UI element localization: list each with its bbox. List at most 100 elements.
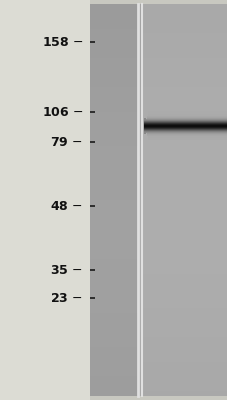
Bar: [142, 77, 227, 82]
Bar: [142, 322, 227, 327]
Bar: [143, 127, 226, 128]
Bar: [90, 307, 137, 313]
Bar: [90, 13, 227, 19]
Text: 35 $-$: 35 $-$: [50, 264, 83, 276]
Bar: [90, 156, 227, 161]
Bar: [90, 283, 227, 288]
Bar: [143, 127, 226, 128]
Bar: [142, 219, 227, 224]
Bar: [90, 376, 227, 381]
Bar: [90, 62, 227, 68]
Bar: [145, 119, 226, 120]
Bar: [90, 4, 137, 9]
Bar: [90, 234, 137, 239]
Bar: [155, 121, 156, 131]
Bar: [90, 195, 227, 200]
Bar: [90, 278, 227, 283]
Bar: [142, 224, 227, 230]
Bar: [143, 125, 226, 126]
Bar: [90, 229, 227, 234]
Bar: [90, 386, 137, 391]
Bar: [142, 52, 227, 58]
Bar: [90, 150, 227, 156]
Bar: [143, 126, 226, 127]
Bar: [90, 376, 137, 381]
Bar: [142, 106, 227, 112]
Bar: [90, 116, 227, 122]
Bar: [90, 141, 227, 146]
Bar: [145, 118, 146, 134]
Bar: [90, 352, 137, 357]
Bar: [90, 92, 227, 97]
Bar: [142, 352, 227, 357]
Bar: [90, 170, 227, 176]
Bar: [147, 137, 226, 138]
Bar: [90, 97, 137, 102]
Bar: [90, 18, 227, 24]
Bar: [90, 160, 137, 166]
Bar: [90, 391, 137, 396]
Bar: [90, 150, 137, 156]
Bar: [142, 180, 227, 185]
Bar: [90, 4, 227, 9]
Bar: [90, 361, 137, 366]
Bar: [143, 130, 226, 131]
Bar: [90, 263, 227, 269]
Bar: [143, 124, 226, 125]
Bar: [90, 190, 227, 195]
Bar: [90, 342, 227, 347]
Bar: [142, 234, 227, 239]
Bar: [142, 229, 227, 234]
Bar: [90, 165, 137, 170]
Bar: [142, 141, 227, 146]
Bar: [152, 120, 153, 132]
Bar: [164, 123, 165, 129]
Bar: [142, 214, 227, 220]
Bar: [142, 43, 227, 48]
Text: 106 $-$: 106 $-$: [42, 106, 83, 118]
Bar: [90, 346, 227, 352]
Bar: [90, 200, 137, 205]
Bar: [142, 366, 227, 372]
Bar: [167, 124, 168, 128]
Bar: [90, 283, 137, 288]
Bar: [90, 268, 227, 274]
Bar: [142, 28, 227, 34]
Bar: [90, 72, 137, 78]
Bar: [90, 121, 137, 126]
Bar: [142, 312, 227, 318]
Bar: [146, 119, 148, 133]
Bar: [142, 23, 227, 28]
Bar: [142, 13, 227, 19]
Bar: [143, 124, 226, 125]
Bar: [142, 121, 227, 126]
Bar: [90, 28, 227, 34]
Bar: [90, 210, 137, 215]
Bar: [90, 82, 137, 87]
Bar: [90, 33, 227, 38]
Bar: [90, 371, 227, 376]
Bar: [90, 111, 137, 117]
Bar: [143, 128, 226, 129]
Bar: [90, 278, 137, 283]
Bar: [90, 302, 227, 308]
Bar: [153, 120, 154, 132]
Bar: [142, 317, 227, 322]
Bar: [147, 134, 226, 135]
Bar: [90, 293, 137, 298]
Bar: [90, 366, 227, 372]
Bar: [142, 67, 227, 73]
Bar: [142, 87, 227, 92]
Bar: [90, 381, 137, 386]
Bar: [90, 126, 227, 131]
Bar: [90, 185, 227, 190]
Bar: [90, 258, 137, 264]
Bar: [142, 136, 227, 141]
Bar: [156, 121, 157, 131]
Bar: [142, 346, 227, 352]
Bar: [90, 239, 137, 244]
Bar: [90, 146, 227, 151]
Bar: [165, 123, 166, 129]
Bar: [90, 175, 137, 180]
Bar: [142, 185, 227, 190]
